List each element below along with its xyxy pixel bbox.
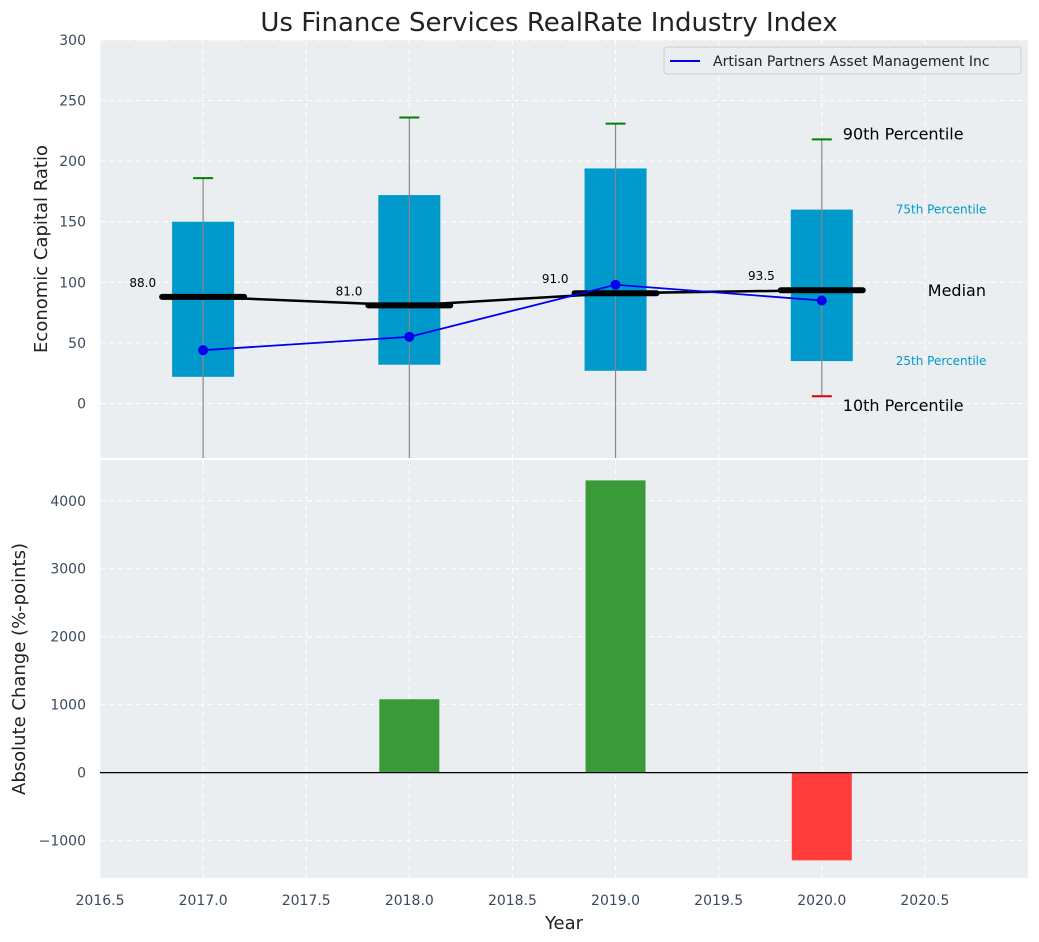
bottom-y-tick-label: 0 — [77, 766, 86, 782]
annotation-25th-percentile: 25th Percentile — [896, 354, 987, 368]
bottom-y-tick-label: 1000 — [50, 698, 86, 714]
median-trend-line — [203, 288, 822, 307]
top-y-tick-label: 300 — [59, 33, 86, 49]
bottom-plot-area — [100, 460, 1028, 878]
company-series-point — [610, 279, 621, 290]
x-tick-label: 2020.5 — [900, 893, 949, 909]
change-bar — [585, 480, 646, 773]
company-series-point — [816, 295, 827, 306]
top-y-tick-label: 200 — [59, 154, 86, 170]
change-bar — [791, 772, 852, 861]
bottom-y-axis-label: Absolute Change (%-points) — [9, 543, 30, 795]
legend: Artisan Partners Asset Management Inc — [663, 46, 1022, 75]
x-tick-label: 2017.5 — [282, 893, 331, 909]
chart-title: Us Finance Services RealRate Industry In… — [260, 8, 837, 38]
top-y-tick-label: 100 — [59, 275, 86, 291]
bottom-y-tick-label: 4000 — [50, 494, 86, 510]
median-value-label: 91.0 — [542, 272, 569, 286]
company-series-point — [404, 331, 415, 342]
annotation-90th-percentile: 90th Percentile — [843, 124, 964, 143]
top-panel-economic-capital-ratio: 0 50 100 150 200 250 300 88.0 81.0 91.0 93.5 90th… — [31, 33, 1028, 458]
x-tick-label: 2020.0 — [797, 893, 846, 909]
x-axis-label: Year — [544, 913, 584, 934]
company-series-line — [203, 283, 822, 352]
median-value-label: 88.0 — [129, 276, 156, 290]
median-value-label: 93.5 — [748, 269, 775, 283]
top-y-axis-label: Economic Capital Ratio — [31, 145, 52, 353]
bottom-y-tick-label: 3000 — [50, 562, 86, 578]
annotation-10th-percentile: 10th Percentile — [843, 396, 964, 415]
x-tick-label: 2019.0 — [591, 893, 640, 909]
x-tick-label: 2019.5 — [694, 893, 743, 909]
top-y-tick-label: 0 — [77, 396, 86, 412]
legend-box — [663, 46, 1022, 75]
change-bar — [379, 699, 440, 773]
bottom-y-tick-label: 2000 — [50, 630, 86, 646]
top-plot-area — [100, 40, 1028, 458]
bottom-y-tick-label: −1000 — [39, 834, 86, 850]
top-y-tick-label: 150 — [59, 215, 86, 231]
annotation-75th-percentile: 75th Percentile — [896, 203, 987, 217]
x-tick-label: 2017.0 — [179, 893, 228, 909]
x-tick-label: 2018.5 — [488, 893, 537, 909]
top-y-tick-label: 50 — [68, 336, 86, 352]
top-y-tick-label: 250 — [59, 94, 86, 110]
x-tick-label: 2016.5 — [76, 893, 125, 909]
bottom-panel-absolute-change: −1000 0 1000 2000 3000 4000 2016.5 2017.0 2017.… — [9, 460, 1028, 934]
legend-entry-label: Artisan Partners Asset Management Inc — [713, 54, 990, 70]
x-tick-label: 2018.0 — [385, 893, 434, 909]
median-value-label: 81.0 — [336, 284, 363, 298]
company-series-point — [198, 345, 209, 356]
annotation-median: Median — [928, 281, 986, 300]
